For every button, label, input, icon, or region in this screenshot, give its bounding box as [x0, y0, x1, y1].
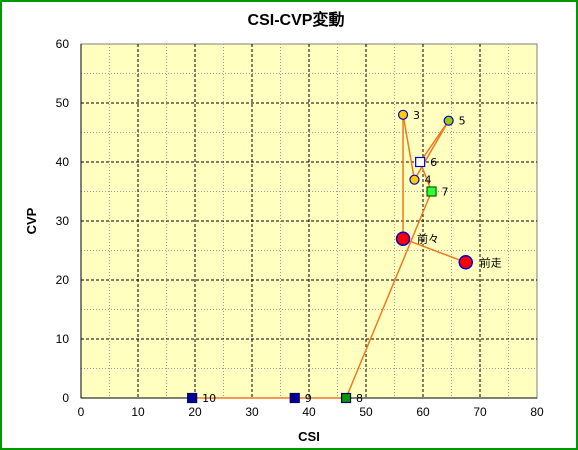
- data-markers: [187, 109, 473, 404]
- y-axis-label: CVP: [24, 207, 39, 234]
- data-point-marker: [426, 186, 437, 197]
- x-tick-label: 70: [473, 405, 487, 419]
- data-point-marker: [409, 174, 420, 185]
- x-tick-label: 80: [530, 405, 544, 419]
- data-point-marker: [443, 115, 454, 126]
- data-point-marker: [415, 156, 426, 168]
- x-tick-label: 40: [302, 405, 316, 419]
- point-label: 3: [413, 109, 420, 122]
- x-tick-label: 20: [188, 405, 202, 419]
- y-tick-label: 50: [56, 96, 70, 110]
- data-point-marker: [458, 255, 473, 270]
- point-label: 6: [430, 156, 437, 169]
- trajectory-segment: [345, 191, 433, 399]
- y-tick-label: 20: [56, 273, 70, 287]
- data-point-marker: [340, 392, 352, 404]
- point-label: 前走: [480, 255, 502, 269]
- point-label: 5: [459, 115, 466, 128]
- x-tick-labels: 0 10 20 30 40 50 60 70 80: [78, 405, 544, 419]
- trajectory-segment: [419, 120, 450, 163]
- major-gridlines: [80, 44, 537, 399]
- trajectory-segment: [413, 120, 450, 181]
- x-tick-label: 10: [131, 405, 145, 419]
- y-tick-label: 10: [56, 332, 70, 346]
- point-labels: 前走 前々 3 4 5 6 7 8 9 10: [202, 109, 502, 405]
- y-tick-label: 40: [56, 155, 70, 169]
- data-point-marker: [397, 109, 409, 120]
- x-tick-label: 50: [359, 405, 373, 419]
- x-axis-label: CSI: [298, 429, 320, 444]
- trajectory-lines: [192, 114, 467, 399]
- data-point-marker: [289, 392, 300, 404]
- point-label: 前々: [417, 232, 439, 246]
- point-label: 4: [424, 174, 431, 187]
- y-tick-label: 0: [62, 391, 69, 405]
- point-label: 10: [202, 392, 216, 405]
- y-tick-label: 60: [56, 37, 70, 51]
- data-point-marker: [395, 231, 411, 246]
- y-tick-label: 30: [56, 214, 70, 228]
- point-label: 7: [442, 186, 449, 199]
- trajectory-segment: [402, 237, 467, 264]
- y-tick-labels: 0 10 20 30 40 50 60: [56, 37, 70, 405]
- chart-title: CSI-CVP変動: [248, 10, 345, 29]
- x-tick-label: 30: [245, 405, 259, 419]
- x-tick-label: 0: [78, 405, 85, 419]
- point-label: 8: [356, 392, 363, 405]
- data-point-marker: [187, 392, 198, 404]
- point-label: 9: [305, 392, 312, 405]
- x-tick-label: 60: [416, 405, 430, 419]
- trajectory-segment: [402, 114, 416, 180]
